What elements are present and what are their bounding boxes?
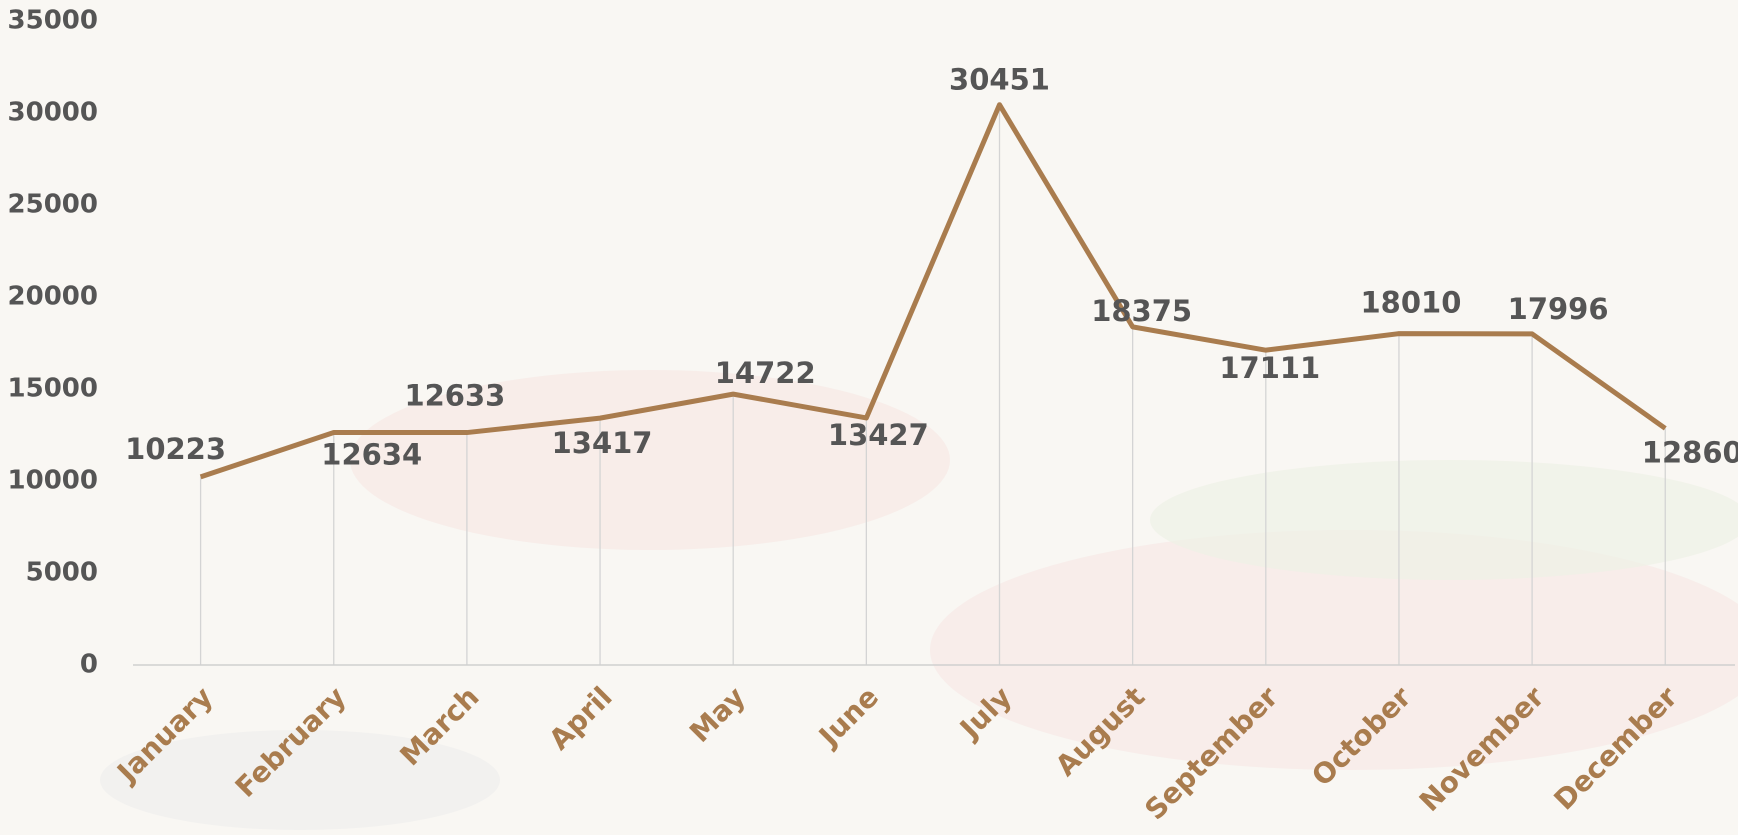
y-tick-label: 30000 xyxy=(8,98,98,128)
y-tick-label: 15000 xyxy=(8,374,98,404)
data-label: 14722 xyxy=(715,356,816,390)
data-label: 13417 xyxy=(552,426,653,460)
data-label: 13427 xyxy=(828,418,929,452)
x-tick-label: April xyxy=(542,680,618,756)
data-label: 30451 xyxy=(949,63,1050,97)
y-tick-label: 35000 xyxy=(8,6,98,36)
data-label: 17996 xyxy=(1508,292,1609,326)
data-label: 12860 xyxy=(1642,435,1738,469)
x-tick-label: May xyxy=(683,680,752,749)
y-tick-label: 10000 xyxy=(8,466,98,496)
x-tick-label: June xyxy=(811,680,885,754)
y-tick-label: 5000 xyxy=(26,558,98,588)
data-label: 18375 xyxy=(1091,294,1192,328)
data-label: 18010 xyxy=(1360,286,1461,320)
y-tick-label: 25000 xyxy=(8,190,98,220)
data-label: 12634 xyxy=(321,438,422,472)
wash xyxy=(1150,460,1738,580)
page: 05000100001500020000250003000035000Janua… xyxy=(0,0,1738,835)
chart: 05000100001500020000250003000035000Janua… xyxy=(0,0,1738,835)
y-tick-label: 0 xyxy=(80,650,98,680)
y-tick-label: 20000 xyxy=(8,282,98,312)
data-label: 12633 xyxy=(404,379,505,413)
data-label: 10223 xyxy=(125,432,226,466)
data-label: 17111 xyxy=(1219,351,1320,385)
